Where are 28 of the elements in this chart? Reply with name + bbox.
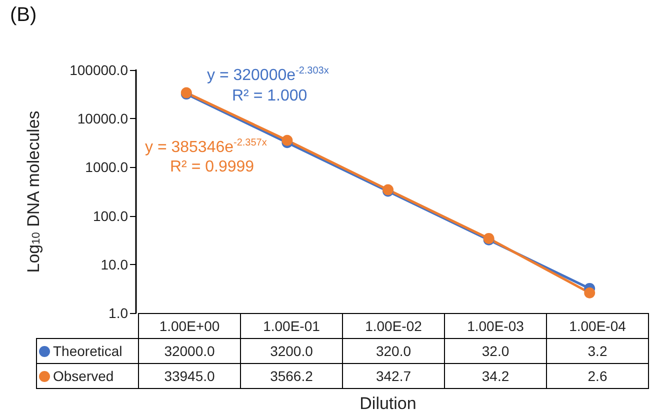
- x-tick-label: 1.00E-02: [342, 314, 444, 338]
- annotation: R² = 0.9999: [170, 158, 254, 176]
- y-tick-label: 1.0: [108, 305, 128, 321]
- data-label: 342.7: [342, 364, 444, 388]
- x-tick-label: 1.00E-04: [546, 314, 648, 338]
- x-tick-label: 1.00E-03: [444, 314, 546, 338]
- legend-label: Observed: [36, 364, 138, 388]
- y-tick-label: 1000.0: [85, 159, 128, 176]
- x-tick-label: 1.00E+00: [138, 314, 240, 338]
- data-label: 3200.0: [240, 338, 342, 364]
- data-label: 3.2: [546, 338, 648, 364]
- data-label: 32.0: [444, 338, 546, 364]
- data-label: 34.2: [444, 364, 546, 388]
- data-label: 2.6: [546, 364, 648, 388]
- data-label: 33945.0: [138, 364, 240, 388]
- data-label: 320.0: [342, 338, 444, 364]
- legend-label: Theoretical: [36, 338, 138, 364]
- y-axis-title: Log10 DNA molecules: [24, 110, 43, 273]
- x-axis-title: Dilution: [358, 394, 418, 414]
- y-tick-label: 10.0: [100, 256, 128, 272]
- y-tick-label: 100.0: [92, 208, 128, 224]
- data-label: 3566.2: [240, 364, 342, 388]
- y-tick-label: 10000.0: [77, 110, 128, 127]
- annotation: R² = 1.000: [232, 88, 308, 104]
- chart-title: (B): [10, 4, 37, 27]
- y-tick-label: 100000.0: [70, 62, 128, 78]
- x-tick-label: 1.00E-01: [240, 314, 342, 338]
- data-label: 32000.0: [138, 338, 240, 364]
